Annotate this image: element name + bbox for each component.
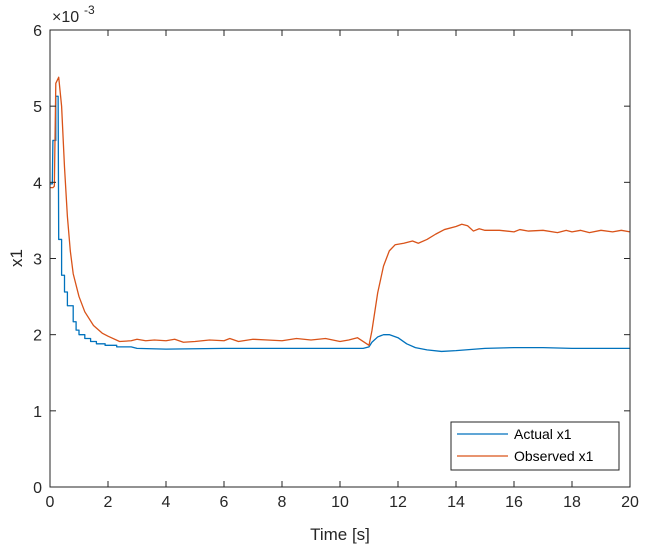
legend: Actual x1 Observed x1 <box>450 421 620 471</box>
x-tick-label: 2 <box>104 494 113 511</box>
plot-area <box>50 30 630 487</box>
exponent-base: ×10 <box>52 9 79 26</box>
y-tick-label: 6 <box>33 23 42 40</box>
series-line-actual-x1 <box>50 95 630 353</box>
x-tick-label: 12 <box>389 494 407 511</box>
series-line-observed-x1 <box>50 76 631 346</box>
x-tick-label: 4 <box>162 494 171 511</box>
y-tick-label: 1 <box>33 404 42 421</box>
legend-box <box>450 421 620 471</box>
x-tick-label: 14 <box>447 494 465 511</box>
legend-label-actual: Actual x1 <box>514 426 572 442</box>
exponent-label: ×10 -3 <box>52 3 95 26</box>
x-tick-label: 18 <box>563 494 581 511</box>
y-tick-label: 4 <box>33 175 42 192</box>
y-tick-label: 2 <box>33 328 42 345</box>
y-tick-label: 3 <box>33 252 42 269</box>
x-tick-label: 20 <box>621 494 639 511</box>
x-tick-label: 16 <box>505 494 523 511</box>
exponent-power: -3 <box>84 3 95 17</box>
x-tick-label: 8 <box>278 494 287 511</box>
x-tick-label: 10 <box>331 494 349 511</box>
y-tick-label: 0 <box>33 480 42 497</box>
series-layer <box>50 76 631 353</box>
y-tick-label: 5 <box>33 99 42 116</box>
x-tick-label: 6 <box>220 494 229 511</box>
x-tick-label: 0 <box>46 494 55 511</box>
x-axis-title: Time [s] <box>310 525 370 544</box>
legend-label-observed: Observed x1 <box>514 448 594 464</box>
y-axis-title: x1 <box>7 249 26 267</box>
